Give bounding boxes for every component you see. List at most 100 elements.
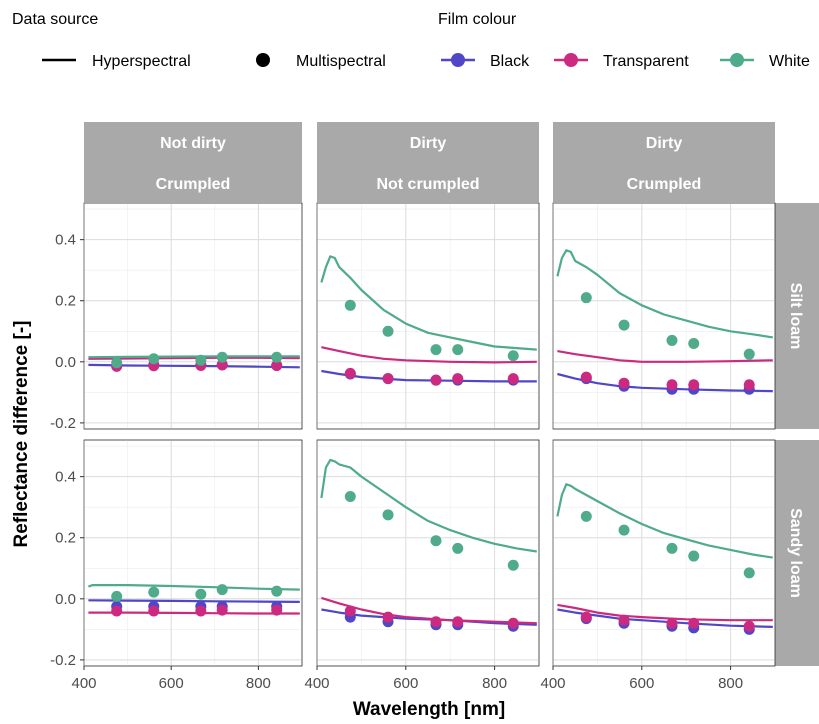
- column-strip-3-line2: Crumpled: [627, 176, 702, 193]
- panel-background: [83, 439, 303, 667]
- panel-background: [83, 202, 303, 430]
- multispectral-point-white: [666, 542, 678, 554]
- y-tick-label: 0.0: [55, 354, 76, 371]
- multispectral-point-white: [430, 535, 442, 547]
- multispectral-point-white: [111, 590, 123, 602]
- hyperspectral-line-white: [320, 458, 537, 553]
- column-strip-2-line1: Dirty: [410, 135, 447, 152]
- multispectral-point-transparent: [216, 359, 228, 371]
- panel-background: [552, 439, 776, 667]
- multispectral-point-transparent: [344, 367, 356, 379]
- x-tick-label: 800: [246, 675, 271, 692]
- multispectral-point-transparent: [743, 379, 755, 391]
- multispectral-point-white: [618, 319, 630, 331]
- y-tick-label: -0.2: [50, 415, 76, 432]
- panel-border: [316, 202, 540, 430]
- hyperspectral-line-black: [557, 608, 773, 628]
- multispectral-point-white: [507, 350, 519, 362]
- multispectral-point-transparent: [507, 617, 519, 629]
- panel-border: [316, 439, 540, 667]
- x-tick-label: 600: [393, 675, 418, 692]
- panel-r1-c1: [83, 202, 303, 430]
- multispectral-point-transparent: [148, 605, 160, 617]
- y-tick-label: 0.2: [55, 530, 76, 547]
- column-strips: Not dirty Crumpled Dirty Not crumpled Di…: [84, 122, 775, 202]
- x-axis-title: Wavelength [nm]: [353, 699, 505, 720]
- legend-colour-title: Film colour: [438, 11, 517, 28]
- multispectral-point-transparent: [430, 374, 442, 386]
- panel-background: [316, 202, 540, 430]
- multispectral-point-transparent: [688, 379, 700, 391]
- legend-multispectral-swatch: [256, 53, 270, 67]
- multispectral-point-white: [688, 550, 700, 562]
- y-tick-label: 0.2: [55, 293, 76, 310]
- panel-border: [552, 439, 776, 667]
- multispectral-point-white: [216, 584, 228, 596]
- multispectral-point-transparent: [271, 604, 283, 616]
- multispectral-point-transparent: [743, 620, 755, 632]
- legend-hyperspectral-label: Hyperspectral: [92, 53, 191, 70]
- legend-black-label: Black: [490, 53, 530, 70]
- multispectral-point-transparent: [618, 377, 630, 389]
- multispectral-point-transparent: [344, 605, 356, 617]
- multispectral-point-transparent: [195, 605, 207, 617]
- panel-border: [83, 202, 303, 430]
- multispectral-point-white: [743, 348, 755, 360]
- multispectral-point-transparent: [580, 371, 592, 383]
- multispectral-point-transparent: [618, 614, 630, 626]
- x-tick-label: 800: [718, 675, 743, 692]
- multispectral-point-white: [452, 344, 464, 356]
- y-tick-label: 0.0: [55, 591, 76, 608]
- hyperspectral-line-white: [320, 255, 537, 351]
- multispectral-point-white: [195, 588, 207, 600]
- multispectral-point-white: [111, 357, 123, 369]
- multispectral-point-white: [195, 354, 207, 366]
- multispectral-point-white: [271, 351, 283, 363]
- multispectral-point-white: [507, 559, 519, 571]
- legend-transparent-swatch-point: [564, 53, 578, 67]
- multispectral-point-transparent: [580, 611, 592, 623]
- y-tick-label: 0.4: [55, 232, 76, 249]
- x-tick-label: 400: [304, 675, 329, 692]
- row-strips: Silt loam Sandy loam: [775, 203, 819, 666]
- hyperspectral-line-transparent: [557, 603, 773, 622]
- multispectral-point-white: [148, 586, 160, 598]
- panel-border: [83, 439, 303, 667]
- hyperspectral-line-transparent: [321, 346, 537, 364]
- column-strip-3-line1: Dirty: [646, 135, 683, 152]
- row-strip-1: [775, 203, 819, 429]
- multispectral-point-white: [216, 351, 228, 363]
- multispectral-point-transparent: [111, 605, 123, 617]
- multispectral-point-transparent: [452, 616, 464, 628]
- hyperspectral-line-black: [557, 372, 773, 393]
- x-tick-label: 400: [71, 675, 96, 692]
- multispectral-point-white: [618, 524, 630, 536]
- multispectral-point-transparent: [271, 359, 283, 371]
- column-strip-1-line1: Not dirty: [160, 135, 226, 152]
- legend-source-title: Data source: [12, 11, 98, 28]
- column-strip-3: [553, 122, 775, 202]
- multispectral-point-transparent: [452, 373, 464, 385]
- hyperspectral-line-white: [88, 355, 300, 359]
- y-tick-label: 0.4: [55, 469, 76, 486]
- legend-black-swatch-point: [451, 53, 465, 67]
- hyperspectral-line-black: [321, 369, 537, 383]
- multispectral-point-white: [743, 567, 755, 579]
- y-axis-title: Reflectance difference [-]: [11, 320, 32, 547]
- panel-background: [316, 439, 540, 667]
- multispectral-point-white: [148, 353, 160, 365]
- multispectral-point-white: [271, 585, 283, 597]
- legend-white-swatch-point: [730, 53, 744, 67]
- panel-r2-c2: [316, 439, 540, 667]
- hyperspectral-line-black: [321, 608, 537, 626]
- multispectral-point-white: [452, 542, 464, 554]
- multispectral-point-white: [344, 491, 356, 502]
- axis-tick-labels: -0.2 0.0 0.2 0.4 -0.2 0.0 0.2 0.4 400 600 800 400 60…: [50, 232, 743, 692]
- multispectral-point-transparent: [666, 617, 678, 629]
- multispectral-point-white: [344, 299, 356, 311]
- multispectral-point-white: [382, 509, 394, 521]
- row-strip-2-label: Sandy loam: [787, 508, 804, 598]
- panel-background: [552, 202, 776, 430]
- multispectral-point-white: [666, 334, 678, 346]
